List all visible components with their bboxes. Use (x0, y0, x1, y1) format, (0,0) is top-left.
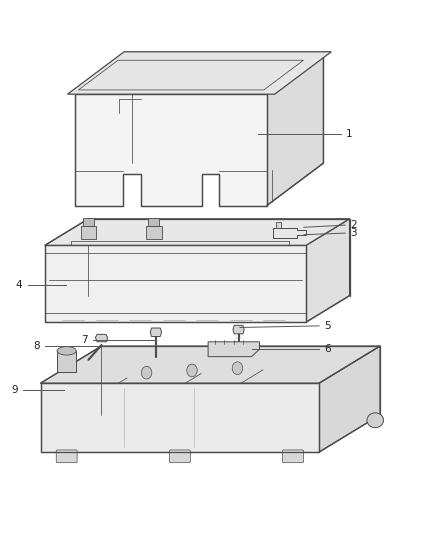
Polygon shape (233, 325, 244, 334)
Polygon shape (146, 225, 162, 239)
Text: 7: 7 (81, 335, 88, 345)
Polygon shape (95, 334, 108, 342)
Polygon shape (81, 225, 96, 239)
Polygon shape (150, 328, 162, 336)
Polygon shape (306, 219, 350, 322)
FancyBboxPatch shape (170, 450, 190, 463)
Text: 5: 5 (324, 321, 331, 331)
Circle shape (187, 364, 197, 377)
Text: 4: 4 (16, 280, 22, 290)
Polygon shape (41, 346, 380, 383)
Ellipse shape (57, 346, 76, 355)
Polygon shape (208, 342, 259, 357)
Circle shape (232, 362, 243, 375)
Text: 2: 2 (350, 220, 357, 230)
Polygon shape (273, 228, 306, 238)
FancyBboxPatch shape (56, 450, 77, 463)
Polygon shape (41, 383, 319, 452)
FancyBboxPatch shape (283, 450, 304, 463)
Polygon shape (45, 245, 306, 322)
Polygon shape (57, 351, 76, 372)
Polygon shape (83, 217, 94, 225)
Polygon shape (67, 52, 331, 94)
Polygon shape (319, 346, 380, 452)
Polygon shape (45, 219, 350, 245)
Text: 9: 9 (11, 384, 18, 394)
Polygon shape (276, 222, 281, 228)
Polygon shape (267, 52, 323, 206)
Polygon shape (75, 94, 267, 206)
Ellipse shape (367, 413, 384, 427)
Circle shape (141, 366, 152, 379)
Text: 3: 3 (350, 228, 357, 238)
Text: 8: 8 (33, 341, 40, 351)
Text: 1: 1 (346, 129, 353, 139)
Text: 6: 6 (324, 344, 331, 354)
Polygon shape (148, 217, 159, 225)
